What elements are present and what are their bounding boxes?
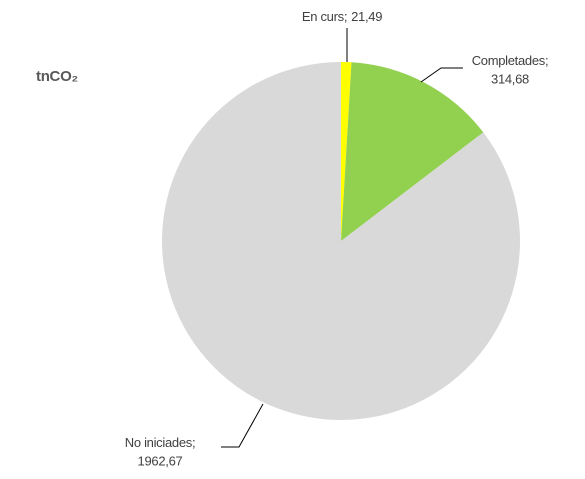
leader-line — [221, 403, 264, 448]
category-name: Completades — [472, 53, 546, 68]
value-label: 1962,67 — [138, 453, 183, 468]
data-label: Completades; — [472, 53, 549, 68]
pie-slice — [341, 62, 484, 241]
value-label: 314,68 — [491, 71, 529, 86]
leader-line — [420, 67, 463, 83]
unit-label: tnCO₂ — [36, 68, 78, 85]
separator: ; — [192, 435, 195, 450]
data-label: No iniciades; — [125, 435, 196, 450]
pie-slice — [161, 62, 521, 420]
separator: ; — [545, 53, 548, 68]
category-name: En curs — [302, 9, 345, 24]
pie-slice — [341, 62, 352, 241]
category-name: No iniciades — [125, 435, 193, 450]
value-label: 21,49 — [351, 9, 382, 24]
slices — [161, 62, 521, 420]
separator: ; — [344, 9, 347, 24]
data-label: En curs; 21,49 — [302, 9, 382, 24]
